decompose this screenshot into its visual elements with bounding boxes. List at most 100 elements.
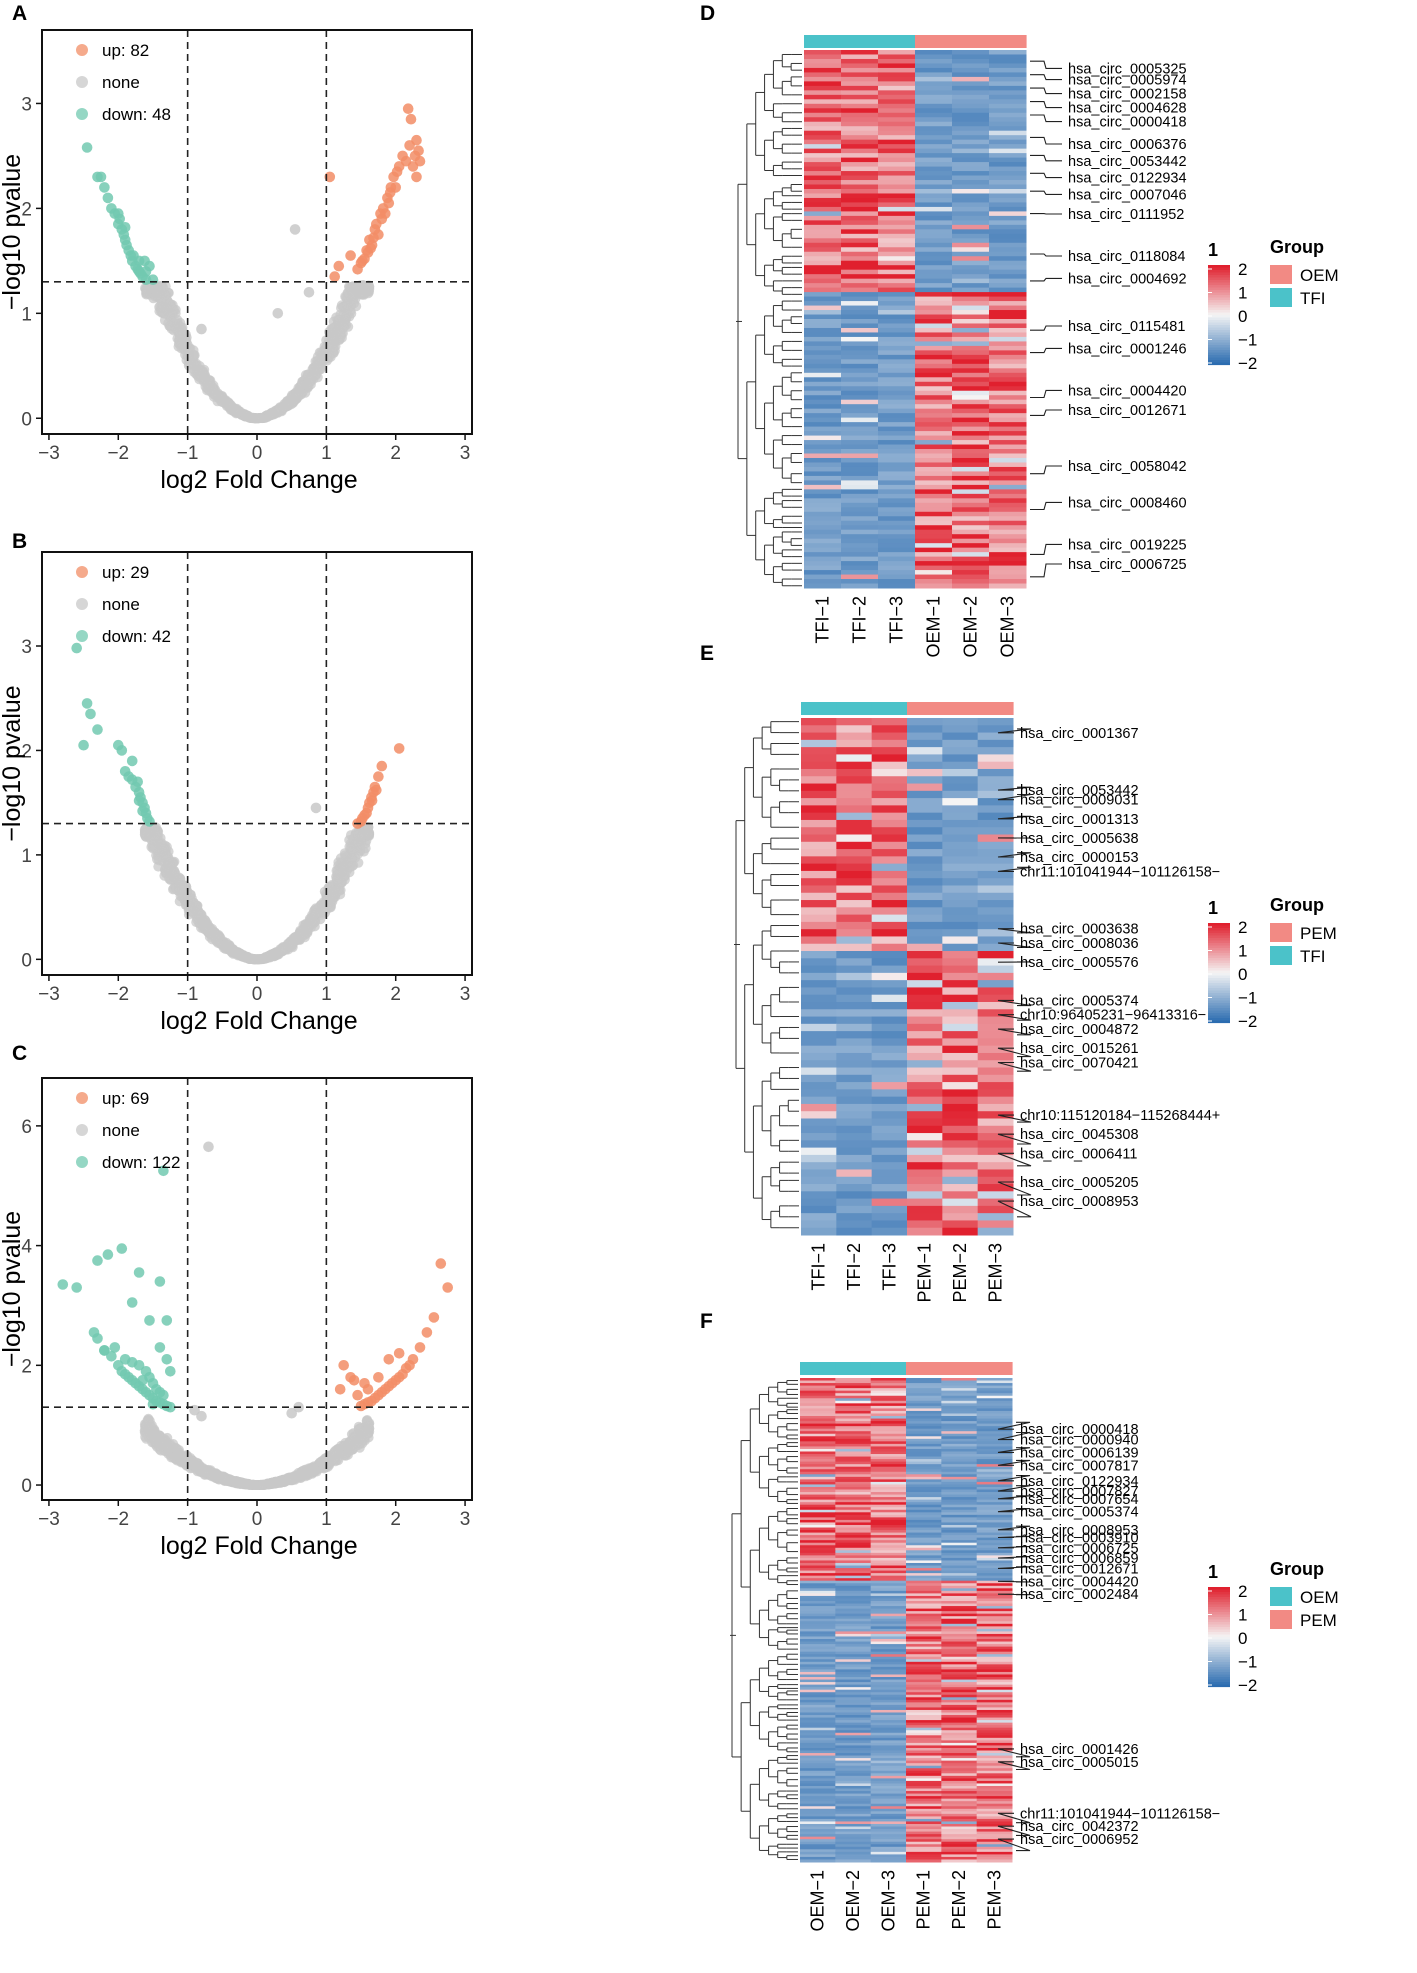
heatmap-cell [804,310,842,316]
heatmap-cell [871,965,908,974]
down-point [137,1375,148,1386]
heatmap-cell [804,556,842,562]
heatmap-cell [907,1227,943,1236]
heatmap-cell [878,475,916,481]
heatmap-cell [952,54,990,60]
column-label: OEM−2 [961,596,981,658]
heatmap-cell [804,112,842,118]
heatmap-cell [989,543,1027,549]
none-point [346,1440,357,1451]
heatmap-cell [907,827,943,836]
heatmap-cell [841,408,879,414]
heatmap-cell [907,1205,943,1214]
heatmap-cell [836,921,873,930]
y-tick-label: 2 [21,199,32,220]
heatmap-cell [878,121,916,127]
heatmap-cell [804,99,842,105]
heatmap-cell [952,399,990,405]
heatmap-cell [915,484,953,490]
heatmap-cell [977,914,1014,923]
heatmap-cell [878,426,916,432]
up-point [421,1327,433,1338]
heatmap-cell [841,278,879,284]
heatmap-cell [878,76,916,82]
heatmap-cell [801,936,837,945]
heatmap-cell [871,783,908,792]
heatmap-cell [801,856,837,865]
heatmap-cell [942,914,979,923]
row-label-connector [1030,543,1062,555]
up-point [383,197,395,209]
heatmap-cell [804,157,842,163]
heatmap-cell [871,1052,908,1061]
none-point [255,412,266,423]
heatmap-cell [878,220,916,226]
heatmap-cell [915,310,953,316]
heatmap-cell [804,520,842,526]
scale-step [1208,990,1230,994]
heatmap-cell [915,180,953,185]
heatmap-cell [841,242,879,248]
heatmap-cell [878,197,916,203]
heatmap-cell [907,863,943,872]
heatmap-cell [989,449,1027,454]
heatmap-cell [841,422,879,428]
up-point [365,243,377,254]
heatmap-cell [871,870,908,879]
scale-step [1208,1005,1230,1009]
heatmap-cell [989,117,1027,123]
heatmap-cell [878,399,916,405]
heatmap-cell [841,417,879,423]
heatmap-cell [952,354,990,360]
heatmap-cell [942,834,979,843]
heatmap-cell [871,827,908,836]
heatmap-cell [878,171,916,177]
heatmap-cell [841,287,879,293]
scale-step [1208,940,1230,944]
heatmap-cell [804,153,842,159]
heatmap-cell [804,502,842,508]
heatmap-cell [841,323,879,329]
heatmap-cell [915,251,953,257]
heatmap-cell [952,301,990,307]
down-point [126,755,138,767]
heatmap-cell [907,870,943,879]
heatmap-cell [989,570,1027,576]
heatmap-cell [804,457,842,463]
heatmap-cell [907,776,943,785]
none-point [271,1477,282,1488]
scale-step [1208,302,1230,306]
row-label: chr11:101041944−101126158− [1020,864,1220,880]
heatmap-cell [977,1118,1014,1127]
heatmap-cell [952,305,990,311]
heatmap-cell [871,834,908,843]
heatmap-cell [942,1205,979,1214]
heatmap-cell [841,336,879,342]
heatmap-cell [804,197,842,203]
up-points [324,103,426,282]
heatmap-cell [989,287,1027,293]
heatmap-cell [989,265,1027,271]
heatmap-cell [907,943,943,952]
heatmap-cell [942,841,979,850]
down-point [144,1315,155,1326]
heatmap-cell [804,466,842,472]
heatmap-cell [915,197,953,203]
none_outliers-points [310,802,322,814]
heatmap-cell [977,805,1014,814]
heatmap-cell [915,507,953,513]
heatmap-cell [801,900,837,908]
heatmap-cell [989,390,1027,396]
heatmap-cell [804,323,842,329]
heatmap-cell [977,965,1014,974]
heatmap-cell [804,242,842,248]
heatmap-cell [801,1074,837,1083]
heatmap-cell [804,296,842,302]
heatmap-cell [952,327,990,333]
heatmap-cell [878,440,916,446]
heatmap-cell [804,314,842,320]
heatmap-cell [801,1147,837,1156]
x-tick-label: −3 [38,984,60,1005]
heatmap-cell [801,1169,837,1178]
